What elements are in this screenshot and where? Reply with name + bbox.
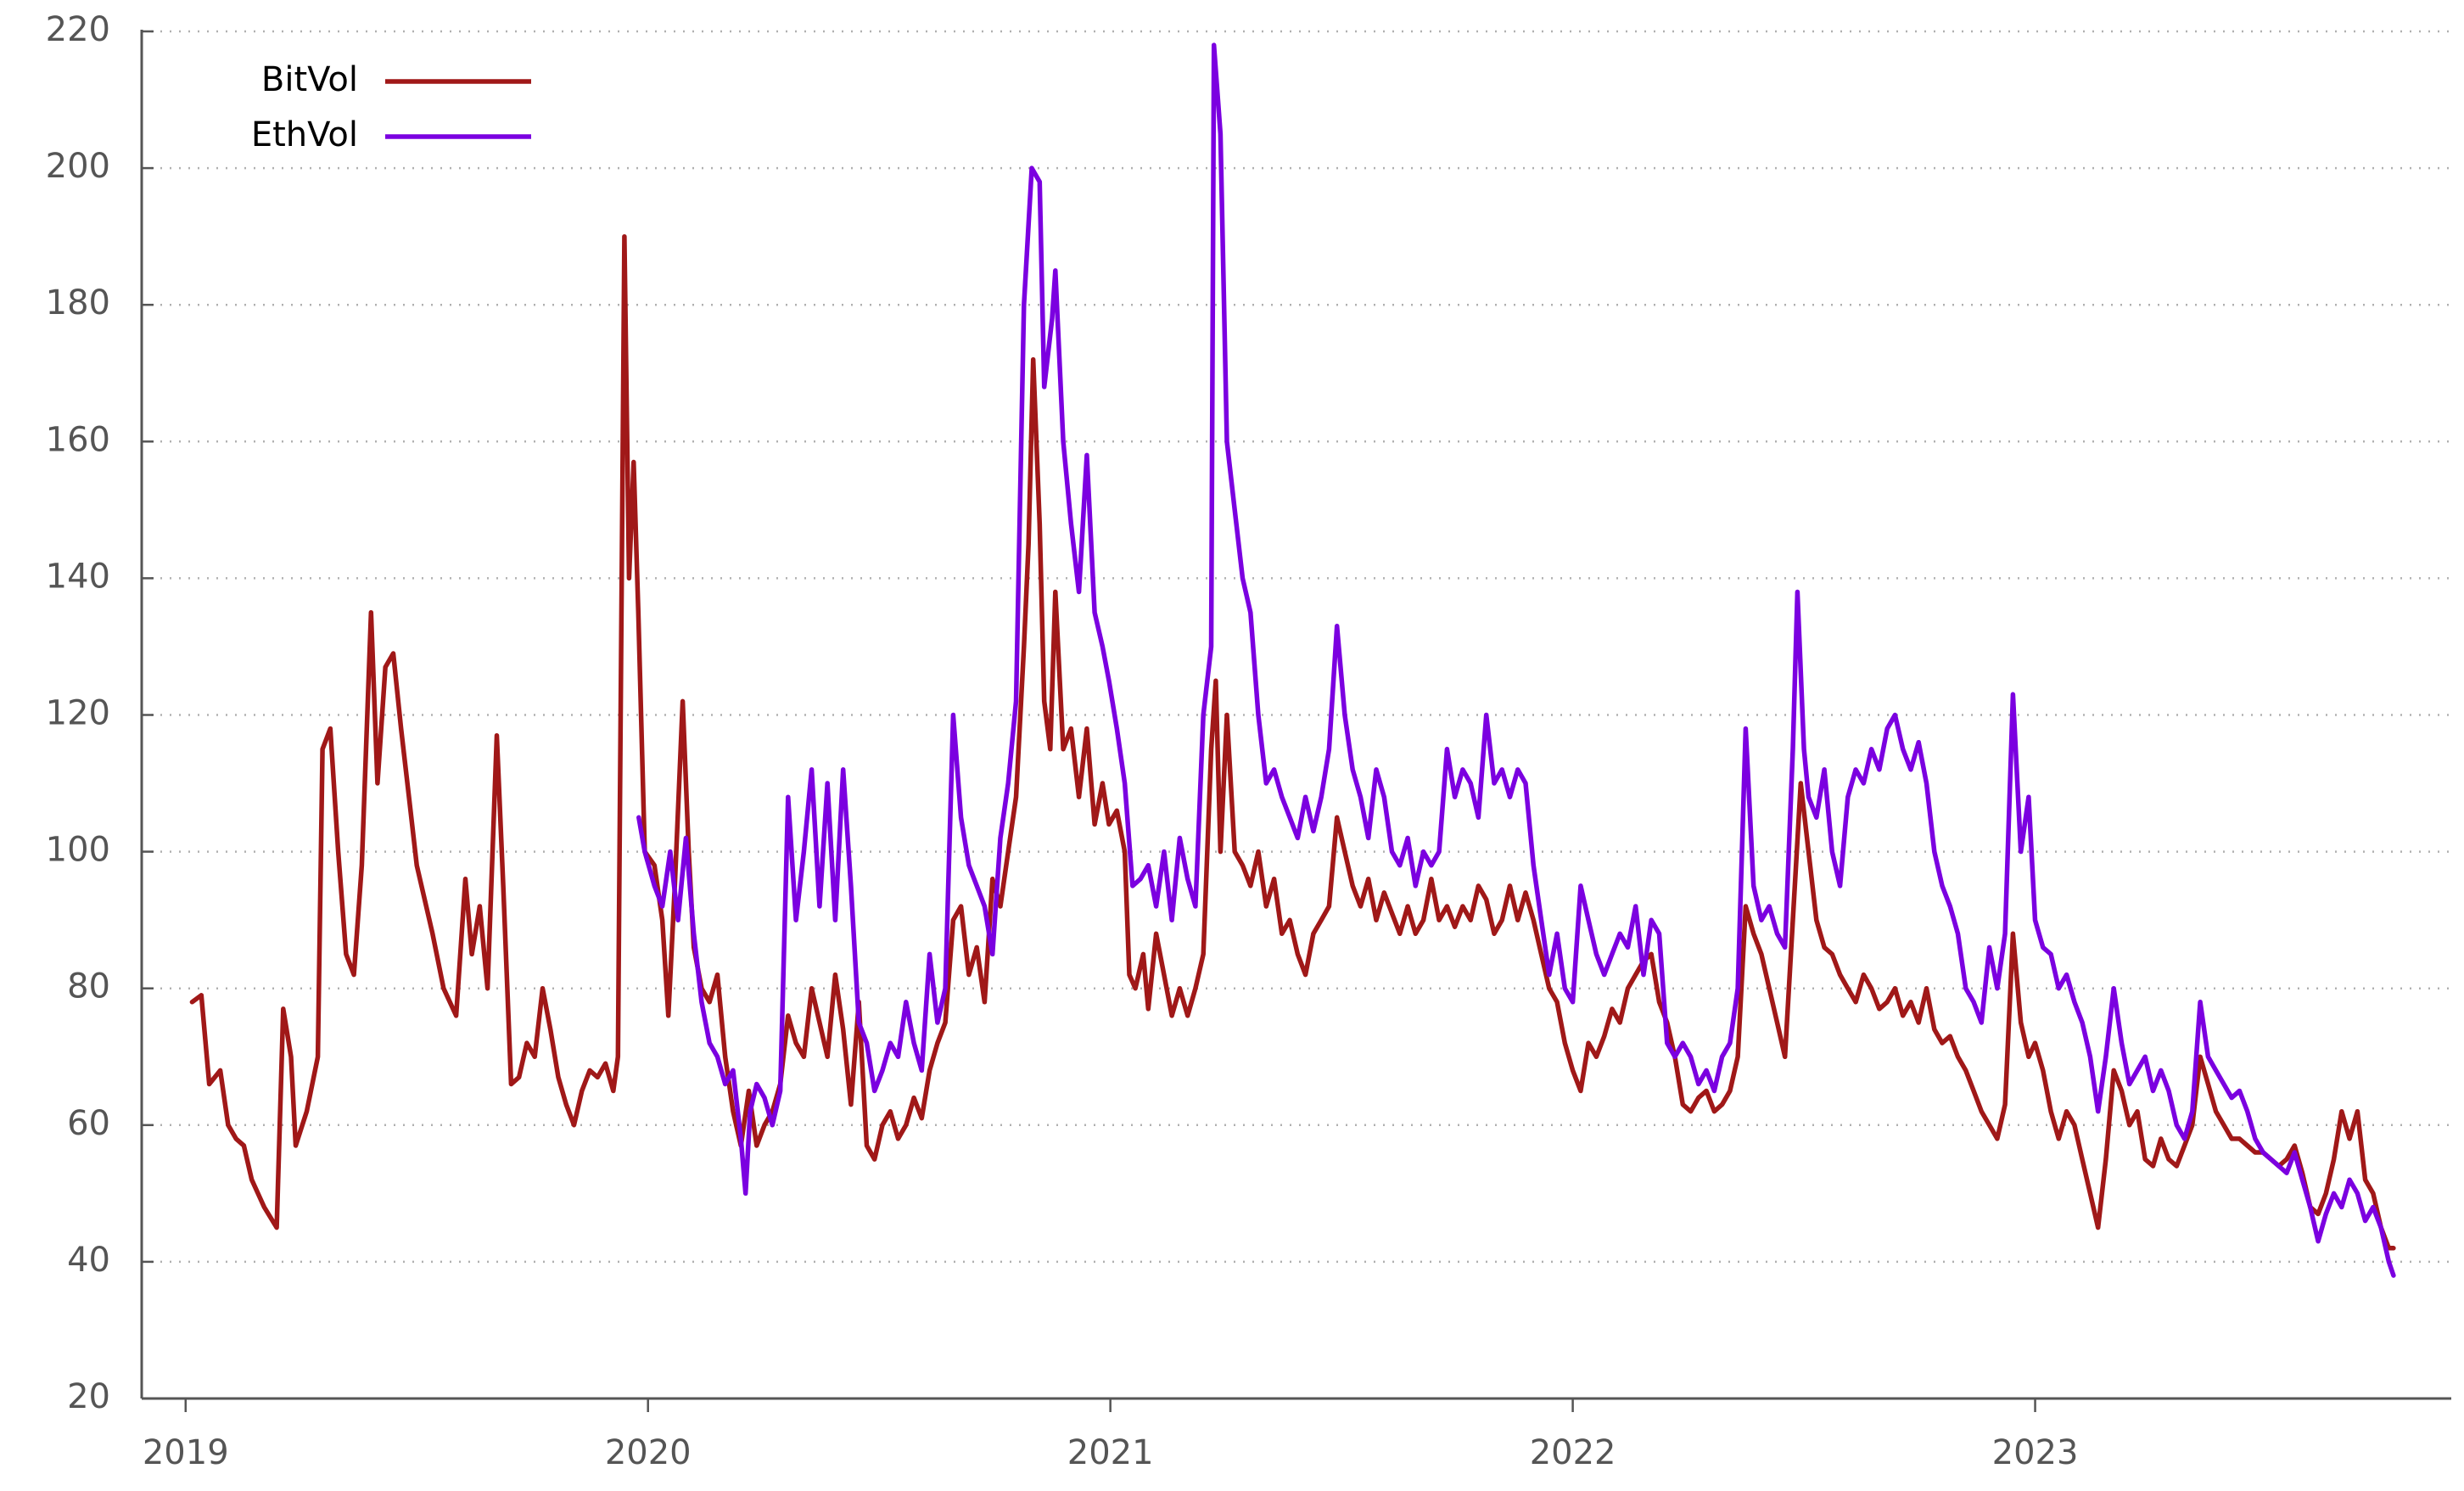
legend-label: BitVol bbox=[261, 60, 358, 99]
y-tick-label: 40 bbox=[67, 1241, 110, 1280]
x-tick-label: 2019 bbox=[143, 1433, 229, 1472]
y-tick-label: 100 bbox=[46, 831, 110, 870]
y-tick-label: 60 bbox=[67, 1104, 110, 1143]
x-tick-label: 2020 bbox=[605, 1433, 692, 1472]
y-tick-label: 120 bbox=[46, 694, 110, 733]
data-line bbox=[189, 233, 2396, 1251]
y-tick-label: 200 bbox=[46, 147, 110, 186]
y-tick-label: 80 bbox=[67, 967, 110, 1006]
y-tick-label: 160 bbox=[46, 420, 110, 459]
y-tick-label: 180 bbox=[46, 283, 110, 322]
x-tick-label: 2023 bbox=[1992, 1433, 2079, 1472]
legend-label: EthVol bbox=[251, 115, 358, 154]
y-tick-label: 20 bbox=[67, 1377, 110, 1416]
x-tick-label: 2022 bbox=[1530, 1433, 1616, 1472]
y-tick-label: 220 bbox=[46, 10, 110, 49]
y-tick-label: 140 bbox=[46, 557, 110, 596]
x-tick-label: 2021 bbox=[1067, 1433, 1154, 1472]
data-line bbox=[636, 42, 2396, 1278]
